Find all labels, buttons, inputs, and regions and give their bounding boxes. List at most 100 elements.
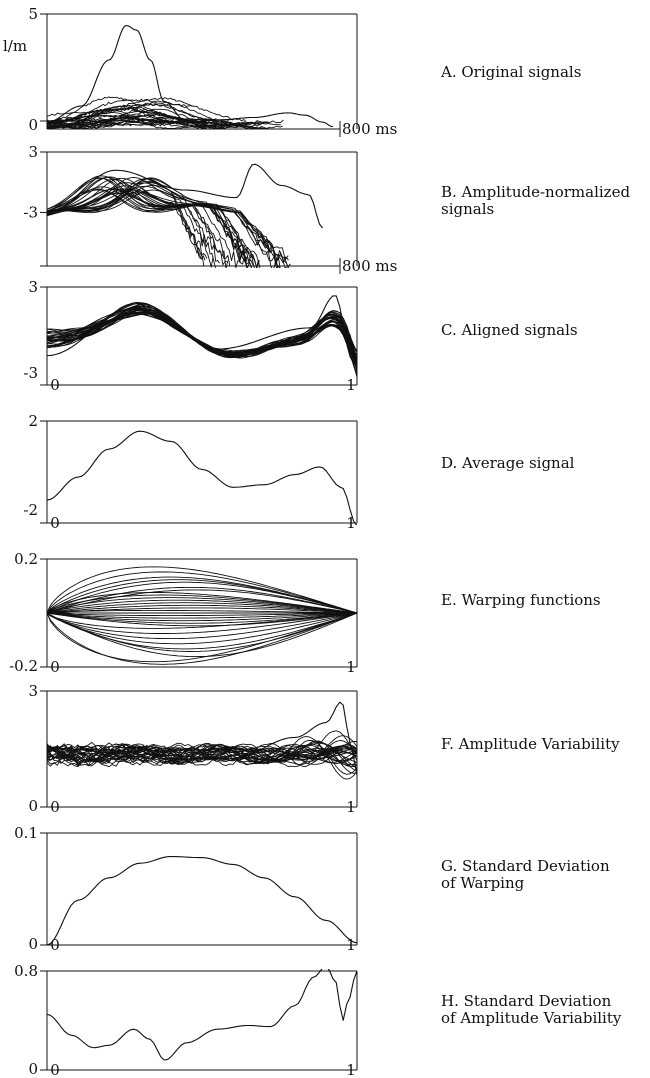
panel-title-b-line-2: signals — [441, 200, 495, 218]
panel-title-a: A. Original signals — [441, 64, 581, 81]
panel-title-h: H. Standard Deviation of Amplitude Varia… — [441, 993, 621, 1027]
panel-B-series-line — [47, 178, 248, 268]
panel-E-series-line — [47, 612, 357, 640]
panel-B-highlight-line — [47, 163, 324, 229]
panel-C-series-line — [47, 306, 357, 376]
panel-title-g-line-1: G. Standard Deviation — [441, 857, 610, 875]
panel-E-series-line — [47, 581, 357, 614]
panel-C-series-line — [47, 305, 357, 355]
panel-G-ytick-label-bottom: 0 — [28, 935, 38, 953]
panel-C-highlight-line — [47, 295, 357, 377]
panel-E-series-line — [47, 612, 357, 619]
panel-C-series-line — [47, 313, 357, 368]
panel-H-series — [47, 969, 357, 1061]
panel-A-series-line — [47, 98, 211, 124]
panel-G-xtick-label-end: 1 — [346, 936, 356, 954]
panel-B-ytick-label-top: 3 — [28, 143, 38, 161]
panel-B-series — [47, 163, 324, 268]
panel-A-frame: 5 0 l/m 800 ms — [3, 5, 397, 138]
panel-E-series-line — [47, 612, 357, 665]
panel-F-series-line — [47, 745, 357, 762]
panel-E-series-line — [47, 604, 357, 614]
panel-E-ytick-label-top: 0.2 — [14, 550, 38, 568]
panel-F-ytick-label-bottom: 0 — [28, 797, 38, 815]
panel-title-d: D. Average signal — [441, 455, 574, 472]
panel-H-line — [47, 969, 357, 1061]
panel-C-xtick-label-start: 0 — [50, 376, 60, 394]
panel-title-f-line-1: F. Amplitude Variability — [441, 735, 620, 753]
panel-D-xtick-label-end: 1 — [346, 514, 356, 532]
panel-title-b-line-1: B. Amplitude-normalized — [441, 183, 631, 201]
panel-E-series-line — [47, 612, 357, 617]
panel-title-b: B. Amplitude-normalized signals — [441, 184, 630, 218]
panel-E-series-line — [47, 597, 357, 614]
panel-C-ytick-label-bottom: -3 — [23, 364, 38, 382]
panel-title-d-line-1: D. Average signal — [441, 454, 575, 472]
panel-title-h-line-2: of Amplitude Variability — [441, 1009, 622, 1027]
panel-D-frame: 2 -2 0 1 — [23, 412, 358, 532]
panel-F-series-line — [47, 743, 357, 768]
panel-E-xtick-label-end: 1 — [346, 658, 356, 676]
panel-B-series-line — [47, 189, 227, 266]
panel-title-e: E. Warping functions — [441, 592, 601, 609]
panel-E-series-line — [47, 612, 357, 624]
panel-B-series-line — [47, 175, 220, 264]
panel-C-series-line — [47, 311, 357, 367]
panel-E-series-line — [47, 599, 357, 614]
panel-A-series-line — [47, 103, 246, 122]
panel-F-frame: 3 0 0 1 — [28, 682, 358, 816]
panel-A-tail-line — [184, 112, 333, 128]
panel-B-series-line — [47, 185, 291, 268]
panel-title-g-line-2: of Warping — [441, 874, 525, 892]
panel-A-series-line — [47, 102, 228, 126]
panel-E-series-line — [47, 609, 357, 614]
panel-E-series-line — [47, 612, 357, 629]
panel-E-series-line — [47, 571, 357, 614]
panel-A-ytick-label-bottom: 0 — [28, 116, 38, 134]
panel-F-xtick-label-end: 1 — [346, 798, 356, 816]
panel-G-xtick-label-start: 0 — [50, 936, 60, 954]
panel-D-series — [47, 430, 357, 525]
panel-B-frame: 3 -3 800 ms — [23, 143, 397, 275]
panel-H-ytick-label-bottom: 0 — [28, 1060, 38, 1078]
panel-E-series-line — [47, 566, 357, 614]
panel-title-h-line-1: H. Standard Deviation — [441, 992, 612, 1010]
panel-E-ytick-label-bottom: -0.2 — [9, 657, 38, 675]
panel-A-ylabel: l/m — [3, 37, 27, 55]
panel-E-series-line — [47, 594, 357, 614]
panel-B-series-line — [47, 177, 241, 268]
panel-A-ytick-label-top: 5 — [28, 5, 38, 23]
panel-E-series-line — [47, 612, 357, 645]
panel-title-g: G. Standard Deviation of Warping — [441, 858, 610, 892]
panel-E-series — [47, 566, 357, 665]
panel-E-series-line — [47, 607, 357, 614]
panel-title-c: C. Aligned signals — [441, 322, 578, 339]
panel-H-frame: 0.8 0 0 1 — [14, 962, 358, 1078]
panel-B-series-line — [47, 177, 254, 266]
panel-E-series-line — [47, 612, 357, 658]
panel-B-series-line — [47, 176, 260, 268]
panel-G-series — [47, 855, 357, 946]
panel-F-series-line — [47, 740, 357, 765]
panel-F-highlight-line — [47, 701, 357, 776]
panel-F-xtick-label-start: 0 — [50, 798, 60, 816]
panel-E-series-line — [47, 589, 357, 614]
panel-A-series-line — [47, 118, 261, 129]
panel-E-frame: 0.2 -0.2 0 1 — [9, 550, 358, 676]
panel-title-c-line-1: C. Aligned signals — [441, 321, 578, 339]
panel-C-ytick-label-top: 3 — [28, 278, 38, 296]
panel-A-series-line — [47, 108, 206, 124]
panel-E-xtick-label-start: 0 — [50, 658, 60, 676]
panel-E-series-line — [47, 586, 357, 614]
panel-H-xtick-label-start: 0 — [50, 1061, 60, 1078]
panel-D-line — [47, 430, 357, 525]
panel-B-series-line — [47, 190, 253, 268]
panel-C-series-line — [47, 309, 357, 369]
panel-B-series-line — [47, 184, 247, 263]
panel-C-series-line — [47, 313, 357, 369]
panel-B-xend-label: 800 ms — [342, 257, 397, 275]
panel-E-series-line — [47, 612, 357, 634]
panel-D-xtick-label-start: 0 — [50, 514, 60, 532]
panel-F-ytick-label-top: 3 — [28, 682, 38, 700]
panel-H-ytick-label-top: 0.8 — [14, 962, 38, 980]
